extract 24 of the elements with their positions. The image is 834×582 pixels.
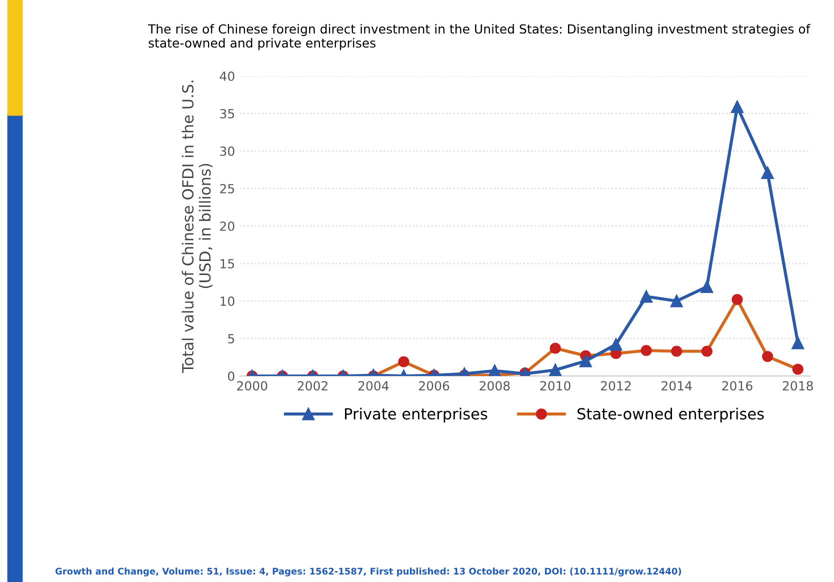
y-tick-label: 10	[220, 296, 234, 306]
y-tick-label: 15	[220, 259, 234, 268]
y-tick-label: 40	[220, 71, 234, 81]
chart-title: The rise of Chinese foreign direct investment in the United States: Disentangling investment strategies of state-owned and private enterprises	[148, 24, 810, 50]
legend-label: State-owned enterprises	[578, 408, 764, 423]
x-tick-label: 2012	[600, 381, 631, 391]
y-axis-title: Total value of Chinese OFDI in the U.S. (USD, in billions)	[182, 80, 213, 373]
x-tick-label: 2010	[540, 381, 570, 391]
x-tick-label: 2000	[237, 381, 268, 391]
y-tick-label: 20	[220, 221, 234, 231]
text: Growth and Change, Volume: 51, Issue: 4, Pages: 1562-1587, First published: 13 October 2020, DOI: (10.1111/grow.12440)	[55, 568, 682, 576]
x-tick-label: 2018	[782, 381, 813, 391]
x-tick-label: 2014	[662, 381, 692, 391]
y-tick-label: 25	[220, 184, 234, 194]
legend-label: Private enterprises	[345, 408, 488, 423]
x-tick-label: 2006	[419, 381, 450, 391]
y-tick-label: 0	[228, 371, 234, 381]
x-tick-label: 2004	[358, 381, 389, 391]
x-tick-label: 2008	[480, 381, 510, 391]
y-tick-label: 30	[220, 146, 234, 156]
y-tick-label: 5	[228, 334, 234, 344]
x-tick-label: 2016	[722, 381, 752, 391]
y-tick-label: 35	[220, 108, 234, 118]
x-tick-label: 2002	[298, 381, 328, 391]
